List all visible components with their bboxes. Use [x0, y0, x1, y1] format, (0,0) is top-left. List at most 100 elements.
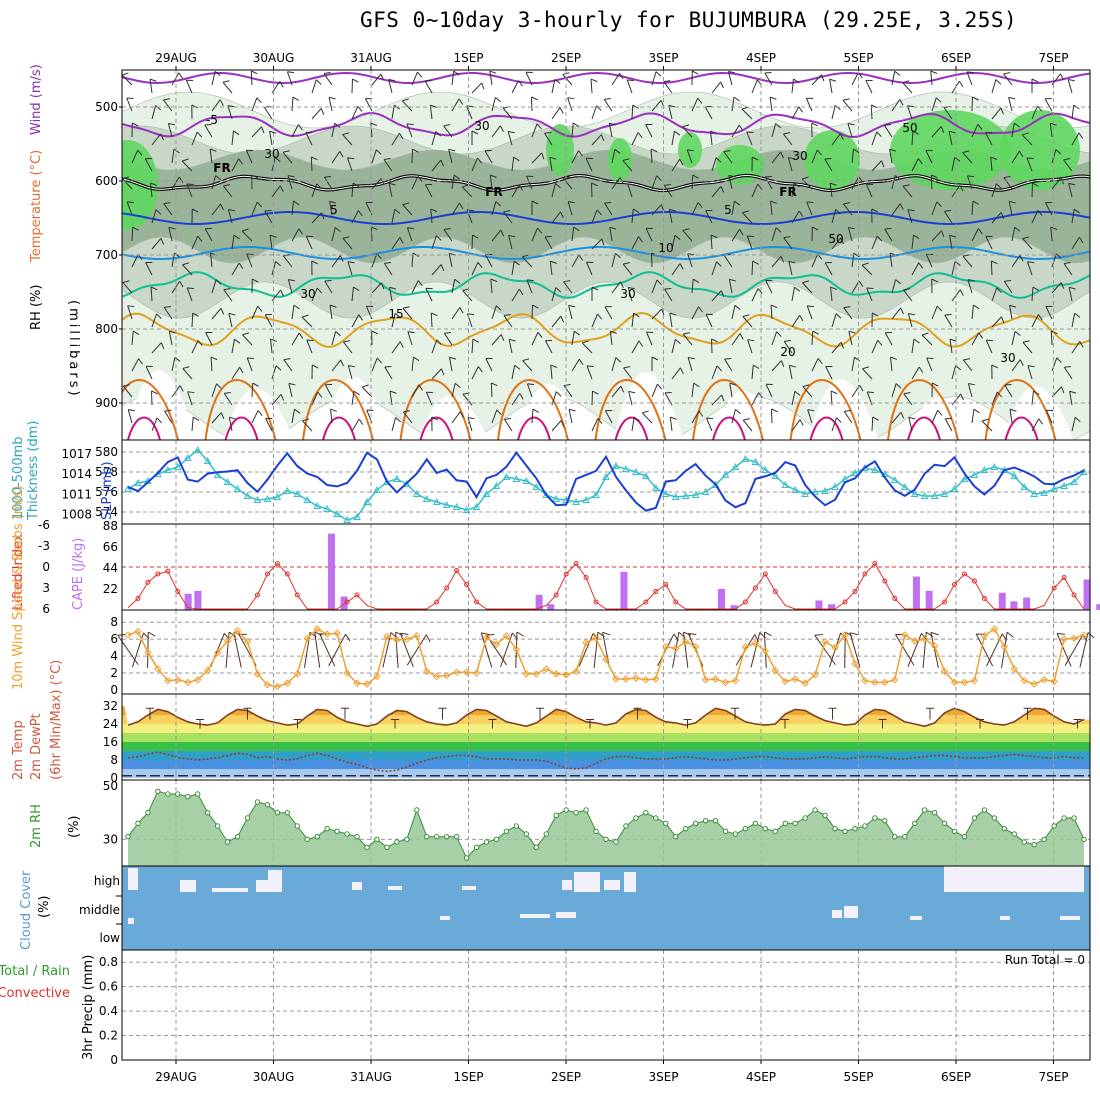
- wind-barb: [311, 79, 322, 94]
- wind-barb: [391, 208, 401, 224]
- wind-barb-staff: [411, 280, 419, 294]
- wind-barb-flag: [842, 98, 850, 101]
- wind-barb: [1008, 96, 1016, 112]
- wind-barb-flag: [1073, 208, 1080, 214]
- wind-barb-flag: [977, 124, 983, 130]
- thickness-point: [970, 470, 979, 478]
- wind-barb: [431, 339, 442, 354]
- wind10m-barb-flag: [602, 631, 611, 636]
- wind-barb-staff: [331, 359, 342, 372]
- wind-barb: [391, 312, 401, 328]
- wind-barb-flag: [536, 123, 542, 130]
- wind-barb: [829, 78, 837, 94]
- wind-barb: [191, 340, 203, 354]
- wind-barb-staff: [791, 210, 800, 224]
- wind-barb: [1051, 73, 1064, 86]
- wind-barb: [651, 175, 662, 190]
- wind10m-point: [562, 671, 570, 679]
- wind-barb-staff: [691, 98, 699, 112]
- wind-barb-flag: [843, 202, 851, 205]
- thickness-point: [711, 480, 720, 488]
- wind-barb: [931, 305, 943, 320]
- wind-barb-staff: [911, 262, 920, 276]
- wind-barb-staff: [669, 417, 673, 432]
- wind-barb: [191, 104, 199, 120]
- wind-barb-flag: [871, 208, 879, 213]
- wind-barb-flag: [903, 392, 911, 395]
- wind10m-point: [572, 667, 580, 676]
- lifted-point: [274, 561, 280, 566]
- wind-barb-flag: [179, 281, 184, 288]
- wind10m-barb: [682, 631, 692, 668]
- wind-barb-flag: [151, 390, 158, 395]
- wind-barb-staff: [411, 71, 418, 86]
- wind-barb-staff: [150, 183, 153, 198]
- wind10m-point: [273, 682, 282, 691]
- wind-barb-staff: [747, 339, 753, 354]
- wind-barb-flag: [146, 365, 153, 367]
- temp-band-16: [122, 733, 1090, 742]
- wind-barb: [526, 383, 535, 398]
- precip-background: [122, 950, 1090, 1060]
- wind10m-tick-6: 6: [110, 632, 118, 646]
- thickness-point: [910, 489, 919, 497]
- wind-barb-flag: [1045, 305, 1053, 307]
- wind-barb: [791, 210, 804, 224]
- wind-barb: [711, 157, 722, 172]
- wind-barb-flag: [127, 305, 135, 308]
- wind-barb-flag: [706, 417, 714, 420]
- wind-barb-staff: [641, 412, 653, 424]
- wind10m-point: [672, 644, 680, 653]
- wind-barb-flag: [458, 98, 464, 105]
- lifted-point: [892, 596, 898, 601]
- temp2m-series: [122, 694, 1090, 777]
- thickness-point: [950, 484, 959, 492]
- wind10m-barb-flag: [400, 632, 409, 635]
- wind-barb-flag: [352, 182, 360, 187]
- rh2m-point: [294, 823, 300, 829]
- wind10m-point: [343, 669, 351, 677]
- wind-barb-flag: [991, 260, 998, 265]
- wind-barb-flag: [123, 384, 130, 387]
- wind-barb-flag: [735, 409, 741, 415]
- wind-barb-flag: [899, 99, 904, 106]
- thickness-slp-series: [124, 445, 1088, 523]
- wind-barb-staff: [645, 228, 653, 242]
- wind-barb-flag: [917, 158, 923, 165]
- top-date-4SEP: 4SEP: [746, 51, 776, 65]
- wind-barb: [931, 97, 942, 112]
- wind-barb-staff: [371, 149, 377, 164]
- isotherm-label-FR: FR: [779, 185, 796, 199]
- cape-bar: [730, 605, 738, 610]
- wind-barb: [687, 357, 695, 372]
- wind-barb-flag: [900, 412, 905, 419]
- wind-barb: [347, 364, 356, 380]
- wind-barb-flag: [388, 182, 396, 186]
- wind10m-barb-staff: [975, 633, 994, 667]
- wind-barb-staff: [311, 108, 322, 120]
- rh-label: RH (%): [29, 285, 44, 330]
- wind-barb: [682, 124, 693, 138]
- wind-barb-staff: [746, 131, 753, 146]
- wind-barb-staff: [806, 201, 813, 216]
- wind-barb-staff: [264, 210, 273, 224]
- wind-barb-flag: [192, 312, 199, 317]
- wind-barb: [805, 97, 814, 112]
- wind-barb-flag: [264, 209, 272, 212]
- wind10m-point: [353, 679, 361, 687]
- wind-barb-staff: [431, 131, 437, 146]
- wind-barb: [671, 367, 684, 380]
- wind-barb-staff: [310, 156, 313, 172]
- wind-barb: [903, 392, 913, 406]
- wind-barb: [891, 279, 901, 294]
- wind-barb: [911, 130, 920, 146]
- wind-barb-staff: [286, 71, 293, 86]
- wind-barb-flag: [771, 408, 778, 413]
- wind-barb-staff: [1003, 73, 1013, 86]
- wind-barb-flag: [604, 305, 612, 308]
- temp-tick-8: 8: [110, 753, 118, 767]
- wind-barb: [1031, 418, 1043, 432]
- isotherm-30-arc: [712, 416, 746, 440]
- wind-barb-staff: [751, 260, 754, 276]
- top-date-31AUG: 31AUG: [350, 51, 392, 65]
